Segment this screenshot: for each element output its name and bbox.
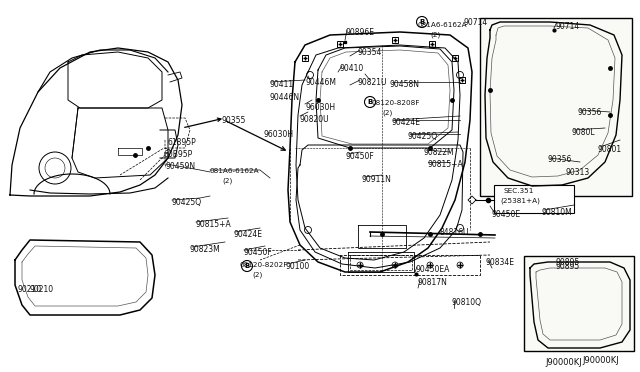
Text: 90446M: 90446M	[306, 78, 337, 87]
Text: 90210: 90210	[18, 285, 42, 294]
Bar	[429, 41, 435, 47]
Text: 90210: 90210	[30, 285, 54, 294]
Text: 90834E: 90834E	[486, 258, 515, 267]
Text: 90425Q: 90425Q	[408, 132, 438, 141]
Text: 90820U: 90820U	[300, 115, 330, 124]
Text: (25381+A): (25381+A)	[500, 198, 540, 205]
Text: 90821U: 90821U	[358, 78, 387, 87]
Text: 96030H: 96030H	[264, 130, 294, 139]
Text: 90801: 90801	[598, 145, 622, 154]
Bar	[302, 55, 308, 61]
Text: 9080L: 9080L	[572, 128, 596, 137]
Text: 081A6-6162A: 081A6-6162A	[418, 22, 468, 28]
Text: 90815+A: 90815+A	[427, 160, 463, 169]
Text: 90425Q: 90425Q	[172, 198, 202, 207]
Text: 90458N: 90458N	[390, 80, 420, 89]
Text: 90810M: 90810M	[542, 208, 573, 217]
Text: 90450F: 90450F	[346, 152, 375, 161]
Text: B: B	[367, 99, 372, 105]
Text: B: B	[244, 263, 250, 269]
Text: J90000KJ: J90000KJ	[545, 358, 582, 367]
Bar	[452, 55, 458, 61]
Text: 96030H: 96030H	[305, 103, 335, 112]
Text: 90446N: 90446N	[270, 93, 300, 102]
Bar	[459, 77, 465, 83]
Text: 90356: 90356	[578, 108, 602, 117]
Bar	[480, 18, 632, 196]
Text: 90817N: 90817N	[418, 278, 448, 287]
Text: 90100: 90100	[285, 262, 309, 271]
Text: 90822M: 90822M	[424, 148, 454, 157]
Text: 081A6-6162A: 081A6-6162A	[210, 168, 260, 174]
Text: 90355: 90355	[222, 116, 246, 125]
Text: 90424E: 90424E	[392, 118, 421, 127]
Text: 90313: 90313	[566, 168, 590, 177]
Text: 90911N: 90911N	[362, 175, 392, 184]
Text: (2): (2)	[382, 110, 392, 116]
Text: 60B95P: 60B95P	[164, 150, 193, 159]
Text: 90450EA: 90450EA	[415, 265, 449, 274]
Text: 90410: 90410	[340, 64, 364, 73]
Text: 90356: 90356	[548, 155, 572, 164]
Text: 90424E: 90424E	[234, 230, 263, 239]
Text: 90895: 90895	[555, 262, 579, 271]
Text: (2): (2)	[430, 32, 440, 38]
Text: 90714: 90714	[464, 18, 488, 27]
Text: SEC.351: SEC.351	[504, 188, 534, 194]
Bar	[524, 256, 634, 351]
Text: 90895: 90895	[555, 258, 579, 267]
Text: J90000KJ: J90000KJ	[582, 356, 619, 365]
Text: (2): (2)	[222, 178, 232, 185]
Bar	[392, 37, 398, 43]
Bar	[494, 185, 574, 213]
Text: 90896E: 90896E	[345, 28, 374, 37]
Text: 90714: 90714	[556, 22, 580, 31]
Text: 90354: 90354	[358, 48, 382, 57]
Text: 90411: 90411	[270, 80, 294, 89]
Text: (2): (2)	[252, 272, 262, 279]
Text: 90810Q: 90810Q	[452, 298, 482, 307]
Text: 08120-8208F: 08120-8208F	[372, 100, 420, 106]
Text: 90815+A: 90815+A	[195, 220, 231, 229]
Text: 61895P: 61895P	[168, 138, 196, 147]
Text: 08120-8202F: 08120-8202F	[240, 262, 289, 268]
Text: 90450E: 90450E	[492, 210, 521, 219]
Text: 90450F: 90450F	[243, 248, 272, 257]
Bar	[337, 41, 343, 47]
Text: 84816U: 84816U	[440, 228, 470, 237]
Text: 90459N: 90459N	[166, 162, 196, 171]
Text: 90823M: 90823M	[190, 245, 221, 254]
Text: B: B	[419, 19, 424, 25]
